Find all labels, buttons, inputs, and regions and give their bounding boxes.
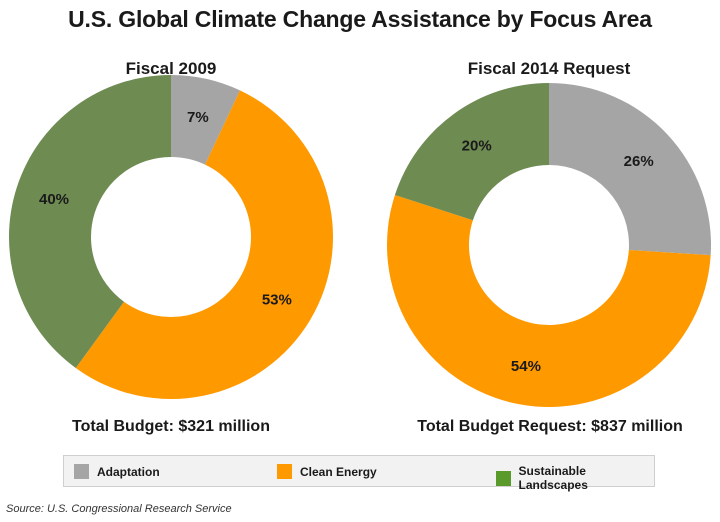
- data-label-adaptation: 26%: [624, 153, 654, 170]
- chart-title: U.S. Global Climate Change Assistance by…: [68, 6, 652, 32]
- slice-clean-energy: [75, 90, 333, 399]
- slice-adaptation: [171, 75, 240, 165]
- chart-2-title: Fiscal 2014 Request: [467, 59, 631, 78]
- legend-label: Sustainable Landscapes: [518, 464, 588, 492]
- legend: Adaptation Clean Energy Sustainable Land…: [63, 455, 655, 492]
- legend-item-sustainable-landscapes: Sustainable Landscapes: [496, 464, 654, 492]
- source-note: Source: U.S. Congressional Research Serv…: [6, 503, 232, 515]
- legend-label: Clean Energy: [300, 464, 377, 479]
- data-label-sustainable-landscapes: 20%: [462, 137, 492, 154]
- data-label-adaptation: 7%: [187, 109, 209, 126]
- legend-item-adaptation: Adaptation: [74, 464, 160, 479]
- chart-1-total-budget: Total Budget: $321 million: [72, 418, 270, 435]
- slice-sustainable-landscapes: [8, 74, 171, 369]
- legend-swatch-adaptation: [74, 464, 89, 479]
- slice-clean-energy: [386, 194, 711, 407]
- donut-chart-fiscal-2014: 26% 54% 20%: [386, 83, 712, 407]
- data-label-clean-energy: 53%: [262, 292, 292, 309]
- legend-swatch-sustainable-landscapes: [496, 470, 511, 486]
- slice-sustainable-landscapes: [394, 83, 549, 221]
- slice-adaptation: [549, 83, 712, 256]
- data-label-clean-energy: 54%: [511, 358, 541, 375]
- legend-swatch-clean-energy: [277, 464, 292, 479]
- chart-1-title: Fiscal 2009: [125, 59, 217, 78]
- data-label-sustainable-landscapes: 40%: [39, 191, 69, 208]
- legend-label: Adaptation: [97, 464, 160, 479]
- legend-item-clean-energy: Clean Energy: [277, 464, 377, 479]
- chart-2-total-budget: Total Budget Request: $837 million: [417, 418, 683, 435]
- donut-chart-fiscal-2009: 7% 53% 40%: [8, 74, 333, 399]
